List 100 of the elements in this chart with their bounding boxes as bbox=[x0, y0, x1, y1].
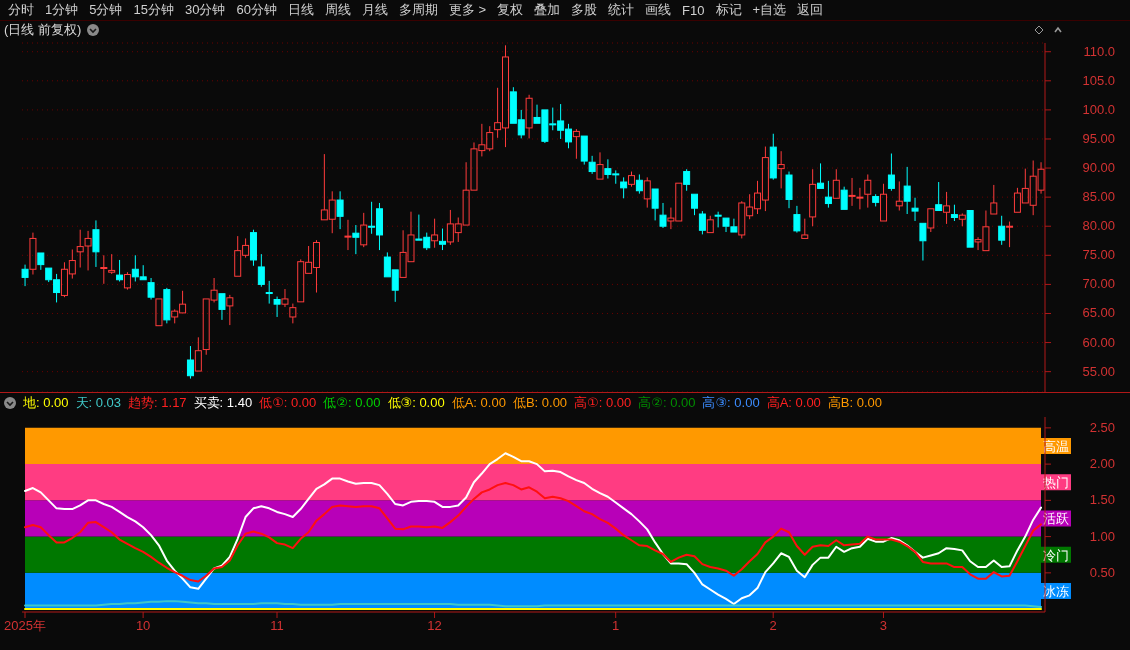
band-label: 高温 bbox=[1043, 439, 1069, 454]
text: 高①: 0.00 bbox=[574, 394, 632, 412]
candlestick bbox=[950, 204, 958, 222]
y-tick-label: 95.00 bbox=[1082, 130, 1115, 146]
y-tick-label: 60.00 bbox=[1082, 334, 1115, 350]
candlestick bbox=[935, 181, 943, 212]
band-label: 热门 bbox=[1043, 475, 1069, 491]
text: 15分钟 bbox=[133, 1, 174, 19]
x-tick-label: 1 bbox=[612, 618, 620, 633]
candlestick bbox=[824, 180, 832, 209]
candlestick bbox=[801, 218, 809, 239]
text: 更多 > bbox=[448, 1, 487, 19]
candlestick bbox=[943, 191, 951, 225]
candlestick bbox=[431, 218, 439, 249]
y-tick-label: 2.50 bbox=[1089, 419, 1115, 435]
candlestick bbox=[273, 296, 281, 318]
candlestick bbox=[265, 280, 273, 305]
candlestick bbox=[683, 168, 691, 192]
candlestick bbox=[100, 254, 108, 285]
x-tick-label: 12 bbox=[427, 618, 442, 633]
text: 30分钟 bbox=[184, 1, 226, 19]
candlestick bbox=[832, 168, 840, 199]
y-tick-label: 65.00 bbox=[1082, 305, 1115, 321]
candlestick bbox=[919, 222, 927, 262]
y-tick-label: 100.0 bbox=[1082, 101, 1115, 117]
x-tick-label: 2 bbox=[769, 618, 777, 633]
text: 高②: 0.00 bbox=[638, 394, 696, 412]
text: 多周期 bbox=[398, 1, 438, 19]
candlestick bbox=[525, 94, 533, 139]
band-label: 活跃 bbox=[1043, 511, 1069, 527]
candlestick bbox=[793, 205, 801, 234]
candlestick bbox=[596, 151, 604, 180]
candlestick bbox=[147, 277, 155, 301]
x-tick-label: 2025年 bbox=[4, 618, 46, 633]
y-tick-label: 70.00 bbox=[1082, 276, 1115, 292]
text: 1分钟 bbox=[45, 1, 79, 19]
text: 标记 bbox=[715, 1, 742, 19]
text: 天: 0.03 bbox=[75, 394, 122, 412]
text: 叠加 bbox=[534, 1, 561, 19]
y-tick-label: 80.00 bbox=[1082, 218, 1115, 234]
text: 趋势: 1.17 bbox=[128, 394, 187, 412]
text: 低③: 0.00 bbox=[387, 394, 445, 412]
candlestick bbox=[360, 212, 368, 248]
line-series bbox=[24, 452, 1042, 606]
text: 统计 bbox=[608, 1, 635, 19]
candlestick bbox=[37, 252, 45, 271]
y-tick-label: 85.00 bbox=[1082, 189, 1115, 205]
candlestick bbox=[714, 211, 722, 228]
band-label: 冷门 bbox=[1043, 547, 1069, 563]
candlestick bbox=[257, 253, 265, 288]
text: 复权 bbox=[497, 1, 524, 19]
text: 月线 bbox=[361, 1, 388, 19]
candlestick bbox=[864, 173, 872, 209]
candlestick bbox=[344, 219, 352, 251]
text: 多股 bbox=[571, 1, 598, 19]
candlestick bbox=[580, 135, 588, 166]
y-tick-label: 90.00 bbox=[1082, 160, 1115, 176]
candlestick bbox=[777, 150, 785, 189]
text: 周线 bbox=[324, 1, 351, 19]
candlestick bbox=[659, 202, 667, 229]
text: +自选 bbox=[752, 1, 787, 19]
candlestick bbox=[352, 224, 360, 255]
candlestick bbox=[990, 184, 998, 215]
text: 低A: 0.00 bbox=[451, 394, 506, 412]
text: 高③: 0.00 bbox=[702, 394, 760, 412]
text: 高B: 0.00 bbox=[827, 394, 883, 412]
candlestick bbox=[92, 219, 100, 268]
chart-title: (日线 前复权) bbox=[4, 21, 82, 39]
text: 60分钟 bbox=[236, 1, 277, 19]
y-tick-label: 1.00 bbox=[1089, 528, 1115, 544]
candlestick bbox=[911, 197, 919, 222]
candlestick bbox=[186, 345, 194, 380]
candlestick bbox=[817, 162, 825, 189]
text: 低B: 0.00 bbox=[512, 394, 568, 412]
text: 低①: 0.00 bbox=[259, 394, 317, 412]
candlestick bbox=[880, 183, 888, 222]
band-label: 冰冻 bbox=[1043, 583, 1069, 599]
text: 地: 0.00 bbox=[23, 394, 69, 412]
candlestick bbox=[21, 264, 29, 287]
candlestick bbox=[887, 153, 895, 192]
candlestick bbox=[336, 190, 344, 230]
candlestick bbox=[840, 186, 848, 210]
text: 日线 bbox=[287, 1, 314, 19]
y-tick-label: 1.50 bbox=[1089, 492, 1115, 508]
candlestick bbox=[218, 293, 226, 321]
candlestick bbox=[785, 171, 793, 209]
text: 分时 bbox=[8, 1, 34, 19]
text: 高A: 0.00 bbox=[766, 394, 821, 412]
candlestick bbox=[155, 298, 163, 327]
candlestick bbox=[281, 288, 289, 308]
text: 画线 bbox=[645, 1, 672, 19]
x-tick-label: 3 bbox=[879, 618, 888, 633]
text: 5分钟 bbox=[89, 1, 123, 19]
candlestick bbox=[588, 155, 596, 175]
text: 返回 bbox=[797, 1, 824, 19]
candlestick bbox=[903, 166, 911, 215]
y-tick-label: 0.50 bbox=[1089, 564, 1115, 580]
candlestick bbox=[635, 173, 643, 195]
candlestick bbox=[966, 210, 974, 248]
x-tick-label: 11 bbox=[270, 618, 284, 633]
